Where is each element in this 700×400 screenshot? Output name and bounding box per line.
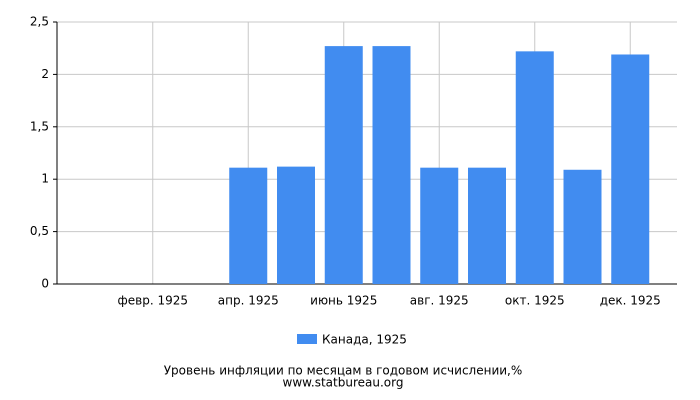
bar (468, 167, 506, 284)
chart-subtitle: www.statbureau.org (283, 376, 404, 390)
bar (611, 54, 650, 284)
x-tick-label: апр. 1925 (218, 294, 279, 308)
bar (229, 167, 268, 284)
legend-swatch (297, 334, 317, 344)
x-tick-label: авг. 1925 (410, 294, 469, 308)
y-tick-label: 1 (41, 172, 49, 186)
chart-title: Уровень инфляции по месяцам в годовом ис… (164, 364, 523, 378)
x-tick-label: дек. 1925 (600, 294, 661, 308)
y-tick-label: 0 (41, 277, 49, 291)
bar (515, 51, 554, 285)
x-tick-label: окт. 1925 (505, 294, 565, 308)
y-tick-label: 2,5 (30, 15, 49, 29)
bar (372, 46, 411, 284)
bar (277, 166, 315, 284)
x-tick-label: февр. 1925 (118, 294, 189, 308)
y-tick-label: 2 (41, 67, 49, 81)
y-tick-label: 1,5 (30, 119, 49, 133)
bar (324, 46, 363, 284)
bar (420, 167, 459, 284)
x-tick-label: июнь 1925 (310, 294, 377, 308)
y-tick-label: 0,5 (30, 224, 49, 238)
legend-label: Канада, 1925 (322, 333, 407, 347)
bar (563, 169, 602, 284)
